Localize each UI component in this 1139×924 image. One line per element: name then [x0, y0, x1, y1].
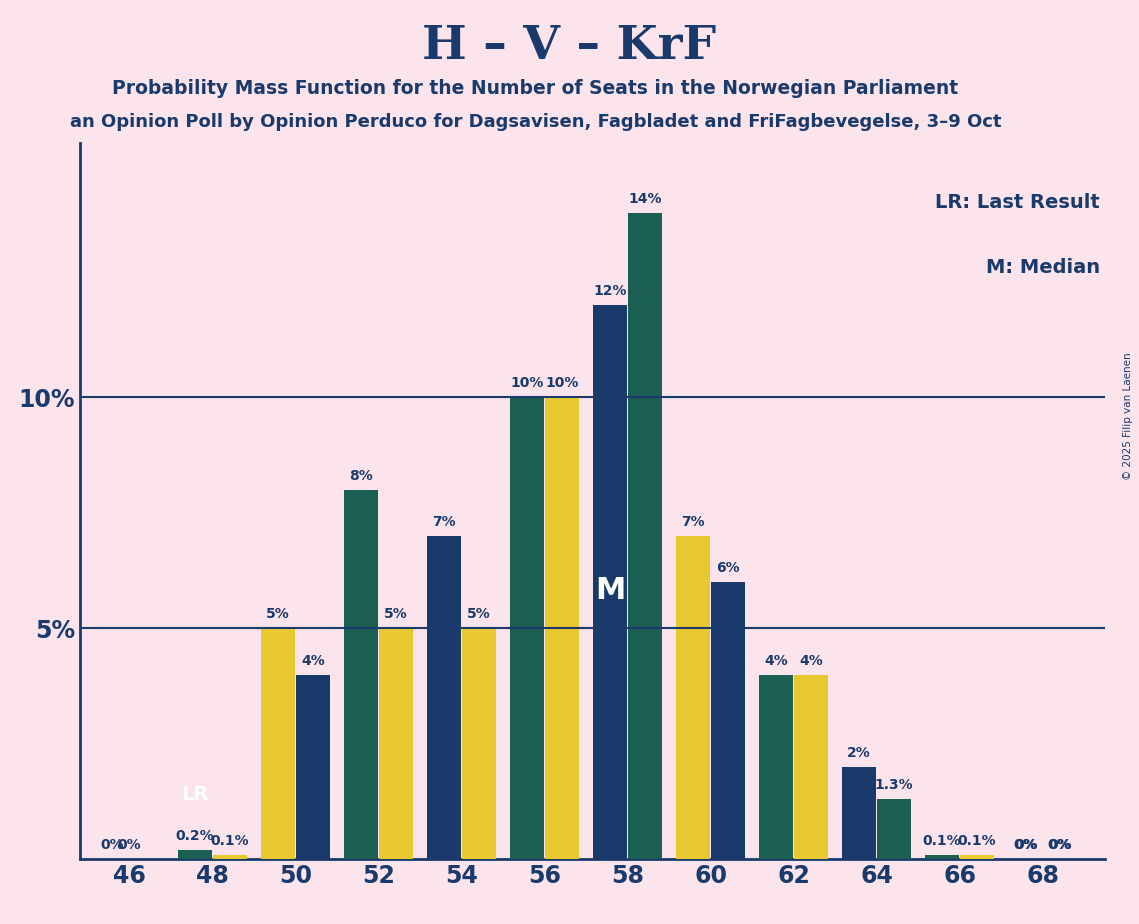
Text: © 2025 Filip van Laenen: © 2025 Filip van Laenen — [1123, 352, 1133, 480]
Bar — [427, 536, 461, 859]
Text: 5%: 5% — [384, 607, 408, 621]
Text: 0%: 0% — [100, 838, 124, 852]
Text: 0%: 0% — [1048, 838, 1072, 852]
Bar — [510, 397, 544, 859]
Text: LR: Last Result: LR: Last Result — [935, 193, 1099, 213]
Text: 10%: 10% — [546, 376, 579, 390]
Text: 6%: 6% — [716, 561, 740, 575]
Bar — [213, 855, 247, 859]
Text: 7%: 7% — [681, 515, 705, 529]
Bar — [960, 855, 994, 859]
Text: 5%: 5% — [467, 607, 491, 621]
Text: 1.3%: 1.3% — [875, 778, 913, 792]
Bar — [178, 850, 212, 859]
Text: H – V – KrF: H – V – KrF — [423, 23, 716, 69]
Bar — [544, 397, 579, 859]
Bar — [677, 536, 710, 859]
Bar — [925, 855, 959, 859]
Text: LR: LR — [181, 784, 208, 804]
Bar — [593, 305, 628, 859]
Text: Probability Mass Function for the Number of Seats in the Norwegian Parliament: Probability Mass Function for the Number… — [113, 79, 958, 98]
Text: M: Median: M: Median — [985, 258, 1099, 277]
Bar — [628, 213, 662, 859]
Text: 0.1%: 0.1% — [923, 833, 961, 848]
Text: 5%: 5% — [267, 607, 290, 621]
Bar — [296, 675, 330, 859]
Text: 2%: 2% — [847, 746, 871, 760]
Bar — [877, 799, 911, 859]
Text: 0%: 0% — [1014, 838, 1036, 852]
Text: 0%: 0% — [1014, 838, 1038, 852]
Text: 4%: 4% — [764, 653, 788, 667]
Text: 0.1%: 0.1% — [211, 833, 249, 848]
Bar — [842, 767, 876, 859]
Text: 8%: 8% — [350, 468, 372, 482]
Text: 0.1%: 0.1% — [958, 833, 997, 848]
Text: 4%: 4% — [301, 653, 325, 667]
Text: 4%: 4% — [800, 653, 822, 667]
Bar — [462, 628, 495, 859]
Bar — [794, 675, 828, 859]
Text: 12%: 12% — [593, 284, 626, 298]
Text: 0.2%: 0.2% — [175, 829, 214, 843]
Bar — [261, 628, 295, 859]
Text: an Opinion Poll by Opinion Perduco for Dagsavisen, Fagbladet and FriFagbevegelse: an Opinion Poll by Opinion Perduco for D… — [69, 113, 1001, 130]
Bar — [711, 582, 745, 859]
Text: 0%: 0% — [1048, 838, 1071, 852]
Text: 0%: 0% — [117, 838, 141, 852]
Text: 7%: 7% — [433, 515, 456, 529]
Text: 14%: 14% — [629, 191, 662, 206]
Bar — [344, 490, 378, 859]
Text: M: M — [595, 577, 625, 605]
Text: 10%: 10% — [510, 376, 543, 390]
Bar — [759, 675, 793, 859]
Bar — [379, 628, 413, 859]
